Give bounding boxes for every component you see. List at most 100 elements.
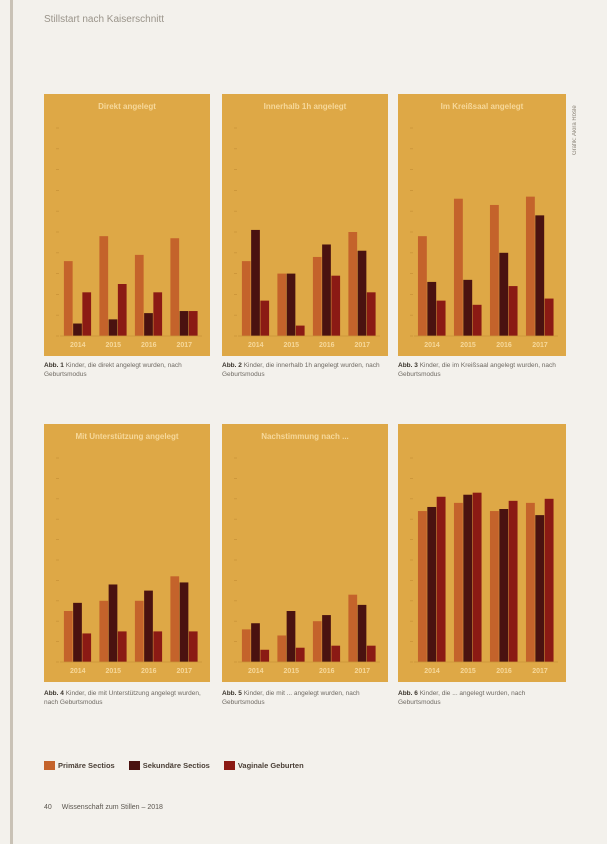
- bar-secondary: [322, 244, 331, 336]
- bar-vaginal: [153, 631, 163, 662]
- x-tick-label: 2015: [105, 342, 121, 349]
- page-footer: 40 Wissenschaft zum Stillen – 2018: [44, 804, 171, 811]
- chart-svg: 2014 2015 2016 2017: [410, 127, 558, 349]
- bar-vaginal: [295, 647, 305, 662]
- chart-panel-4: Mit Unterstützung angelegt 2014 2015 2016 2…: [44, 424, 210, 682]
- bar-vaginal: [82, 633, 92, 662]
- bar-vaginal: [544, 298, 554, 336]
- caption-label: Abb. 2: [222, 362, 242, 369]
- chart-svg: 2014 2015 2016 2017: [410, 457, 558, 675]
- legend-swatch: [223, 760, 235, 770]
- caption-text: Kinder, die innerhalb 1h angelegt wurden…: [222, 362, 380, 378]
- bar-primary: [63, 611, 73, 662]
- bar-secondary: [179, 582, 189, 662]
- bar-primary: [99, 236, 109, 336]
- bar-primary: [417, 236, 427, 336]
- bar-secondary: [144, 313, 153, 336]
- bar-primary: [489, 511, 499, 662]
- bar-secondary: [251, 229, 260, 336]
- bar-vaginal: [436, 496, 446, 662]
- bar-primary: [312, 256, 322, 336]
- bar-secondary: [73, 602, 82, 662]
- legend-item-primary: Primäre Sectios: [44, 760, 115, 770]
- bar-vaginal: [331, 275, 341, 336]
- caption-4: Abb. 4 Kinder, die mit Unterstützung ang…: [44, 690, 210, 707]
- bar-vaginal: [82, 292, 92, 336]
- bar-primary: [489, 204, 499, 336]
- bar-vaginal: [117, 631, 127, 662]
- bar-vaginal: [436, 300, 446, 336]
- x-tick-label: 2014: [424, 342, 440, 349]
- legend-label: Sekundäre Sectios: [142, 760, 210, 770]
- x-tick-label: 2017: [176, 668, 192, 675]
- binding-shadow: [10, 0, 13, 844]
- x-tick-label: 2016: [496, 342, 512, 349]
- caption-text: Kinder, die ... angelegt wurden, nach Ge…: [398, 690, 526, 706]
- footer-page-number: 40: [44, 804, 52, 811]
- bar-secondary: [286, 611, 296, 662]
- bar-vaginal: [295, 325, 305, 336]
- bar-primary: [453, 502, 463, 662]
- x-tick-label: 2016: [319, 342, 335, 349]
- caption-5: Abb. 5 Kinder, die mit ... angelegt wurd…: [222, 690, 388, 707]
- x-tick-label: 2015: [105, 668, 121, 675]
- legend: Primäre Sectios Sekundäre Sectios Vagina…: [44, 759, 304, 771]
- bar-secondary: [357, 250, 367, 336]
- bar-secondary: [427, 506, 437, 662]
- chart-title: Im Kreißsaal angelegt: [440, 102, 524, 111]
- bar-primary: [348, 232, 358, 336]
- bar-primary: [134, 254, 144, 336]
- caption-label: Abb. 4: [44, 690, 64, 697]
- bar-secondary: [73, 323, 82, 336]
- bar-secondary: [499, 509, 509, 662]
- caption-text: Kinder, die im Kreißsaal angelegt wurden…: [398, 362, 556, 378]
- legend-label: Vaginale Geburten: [237, 760, 304, 770]
- legend-swatch: [128, 760, 140, 770]
- chart-title: Direkt angelegt: [98, 102, 156, 111]
- chart-panel-5: Nachstimmung nach ... 2014 2015 2016 2017: [222, 424, 388, 682]
- legend-item-vaginal: Vaginale Geburten: [223, 760, 304, 770]
- bar-vaginal: [508, 286, 518, 336]
- bar-secondary: [108, 584, 118, 662]
- bar-vaginal: [260, 300, 270, 336]
- chart-svg: 2014 2015 2016 2017: [234, 457, 380, 675]
- legend-swatch: [44, 760, 55, 770]
- chart-svg: 2014 2015 2016 2017: [56, 127, 202, 349]
- caption-label: Abb. 1: [44, 362, 64, 369]
- bar-vaginal: [331, 645, 341, 662]
- chart-panel-3: Im Kreißsaal angelegt 2014 2015 2016 2017: [398, 94, 566, 356]
- x-tick-label: 2016: [496, 668, 512, 675]
- caption-text: Kinder, die mit ... angelegt wurden, nac…: [222, 690, 360, 706]
- x-tick-label: 2014: [248, 342, 264, 349]
- caption-label: Abb. 3: [398, 362, 418, 369]
- x-tick-label: 2014: [70, 342, 86, 349]
- bar-secondary: [251, 623, 260, 662]
- x-tick-label: 2017: [532, 668, 548, 675]
- x-tick-label: 2017: [354, 342, 370, 349]
- bar-primary: [525, 196, 535, 336]
- bar-vaginal: [117, 284, 127, 336]
- chart-title: Nachstimmung nach ...: [261, 432, 349, 441]
- bar-secondary: [144, 590, 153, 662]
- chart-svg: 2014 2015 2016 2017: [234, 127, 380, 349]
- bar-vaginal: [153, 292, 163, 336]
- x-tick-label: 2017: [532, 342, 548, 349]
- legend-item-secondary: Sekundäre Sectios: [128, 760, 210, 770]
- caption-6: Abb. 6 Kinder, die ... angelegt wurden, …: [398, 690, 566, 707]
- bar-primary: [170, 238, 180, 336]
- page-header: Stillstart nach Kaiserschnitt: [44, 14, 165, 25]
- bar-vaginal: [472, 304, 482, 336]
- bar-primary: [63, 261, 73, 336]
- bar-primary: [453, 198, 463, 336]
- bar-vaginal: [544, 498, 554, 662]
- bar-primary: [241, 261, 251, 336]
- bar-secondary: [499, 252, 509, 336]
- bar-secondary: [108, 319, 118, 336]
- caption-label: Abb. 6: [398, 690, 418, 697]
- bar-secondary: [322, 615, 331, 662]
- chart-svg: 2014 2015 2016 2017: [56, 457, 202, 675]
- bar-vaginal: [508, 500, 518, 662]
- bar-secondary: [463, 279, 473, 336]
- bar-primary: [99, 600, 109, 662]
- bar-secondary: [463, 494, 473, 662]
